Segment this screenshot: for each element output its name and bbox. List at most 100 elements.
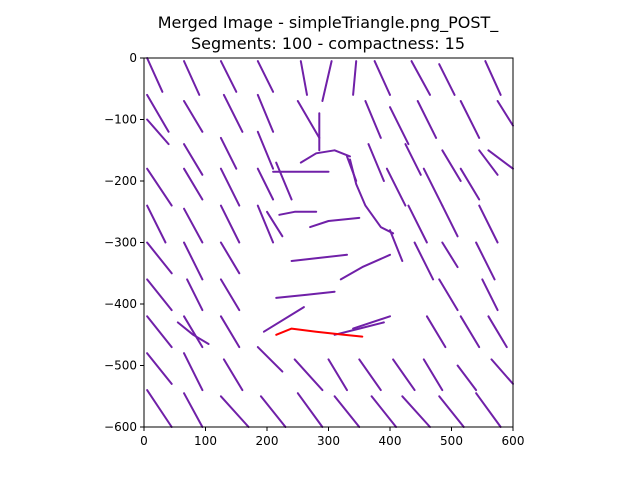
segment-line-74 <box>422 358 444 392</box>
x-tick-label-2: 200 <box>256 434 279 448</box>
axes-frame <box>143 57 514 428</box>
segment-line-61 <box>183 315 204 349</box>
segment-line-79 <box>219 395 250 428</box>
segment-line-43 <box>256 204 275 244</box>
segment-line-91 <box>349 158 395 235</box>
segment-line-55 <box>146 278 173 312</box>
segment-line-52 <box>413 241 435 281</box>
segment-line-10 <box>484 60 502 96</box>
segment-line-66 <box>146 352 173 385</box>
segment-line-95 <box>339 253 391 281</box>
segment-line-85 <box>438 395 465 428</box>
segment-line-56 <box>186 278 204 312</box>
segment-line-36 <box>385 167 407 207</box>
segment-line-57 <box>219 278 241 312</box>
segment-line-60 <box>146 315 173 349</box>
y-tick-label-1: −100 <box>104 113 137 127</box>
segment-line-97 <box>176 321 210 345</box>
segment-line-72 <box>358 358 382 392</box>
segment-line-31 <box>478 149 499 176</box>
chart-subtitle: Segments: 100 - compactness: 15 <box>191 34 465 53</box>
segment-line-13 <box>222 93 244 133</box>
segment-line-20 <box>496 100 514 127</box>
segment-line-63 <box>425 315 447 349</box>
segment-line-89 <box>299 149 351 164</box>
segment-line-53 <box>441 241 459 269</box>
x-tick-label-3: 300 <box>317 434 340 448</box>
segment-line-54 <box>475 241 496 281</box>
segment-line-3 <box>256 60 275 93</box>
segment-line-92 <box>278 210 318 216</box>
segment-line-17 <box>389 106 410 146</box>
segment-line-6 <box>352 60 358 96</box>
segment-line-93 <box>309 216 361 229</box>
segment-line-87 <box>352 315 391 330</box>
segment-line-34 <box>219 167 241 207</box>
y-tick-label-3: −300 <box>104 236 137 250</box>
segment-line-16 <box>364 100 382 139</box>
segment-line-83 <box>370 395 398 428</box>
segment-line-70 <box>293 358 324 392</box>
segment-line-49 <box>219 241 241 275</box>
segment-line-15 <box>296 100 321 139</box>
x-tick-label-5: 500 <box>440 434 463 448</box>
x-tick-label-1: 100 <box>194 434 217 448</box>
y-axis: 0 −100 −200 −300 −400 −500 −600 <box>104 51 144 434</box>
segment-line-44 <box>407 204 428 244</box>
segment-line-1 <box>183 60 201 96</box>
segment-line-84 <box>401 395 431 428</box>
segment-line-42 <box>219 204 241 244</box>
segment-line-14 <box>256 93 275 133</box>
segment-line-64 <box>459 315 481 349</box>
y-tick-label-5: −500 <box>104 359 137 373</box>
segment-line-9 <box>438 63 456 96</box>
y-tick-label-2: −200 <box>104 174 137 188</box>
segment-line-2 <box>219 60 238 93</box>
segment-line-76 <box>490 358 514 385</box>
segment-line-8 <box>410 60 431 96</box>
plot-area <box>146 57 514 428</box>
segment-line-59 <box>481 278 499 312</box>
segment-line-62 <box>219 315 241 349</box>
segment-line-41 <box>183 207 204 244</box>
segment-line-7 <box>373 60 391 96</box>
segment-line-65 <box>487 315 508 349</box>
segment-line-48 <box>183 241 204 281</box>
segment-line-99 <box>275 327 364 338</box>
x-tick-label-0: 0 <box>140 434 148 448</box>
segment-line-23 <box>219 136 238 170</box>
segment-line-80 <box>259 395 287 428</box>
segment-line-94 <box>290 253 348 262</box>
segment-line-73 <box>392 358 416 392</box>
segment-line-39 <box>487 149 514 170</box>
y-tick-label-0: 0 <box>129 51 137 65</box>
segment-line-77 <box>146 389 173 428</box>
segment-line-28 <box>367 143 385 182</box>
segment-line-69 <box>256 346 284 373</box>
x-axis: 0 100 200 300 400 500 600 <box>140 427 524 448</box>
segment-line-86 <box>475 392 502 428</box>
segment-line-5 <box>321 60 333 102</box>
segment-line-45 <box>441 204 459 238</box>
segment-line-21 <box>146 118 170 146</box>
segment-line-51 <box>389 229 404 262</box>
segment-line-40 <box>146 204 167 244</box>
segment-line-11 <box>146 93 170 133</box>
segment-line-4 <box>299 60 308 96</box>
segment-line-82 <box>333 395 361 428</box>
segment-line-38 <box>459 167 481 201</box>
segment-line-33 <box>183 167 204 201</box>
segment-line-78 <box>183 392 204 428</box>
segment-line-47 <box>146 241 173 275</box>
segment-line-0 <box>146 57 164 93</box>
segment-line-96 <box>275 290 336 299</box>
segment-line-18 <box>416 100 438 139</box>
segment-line-35 <box>256 167 275 201</box>
segment-line-32 <box>146 167 173 207</box>
segment-line-25 <box>275 161 293 201</box>
segment-line-67 <box>183 352 204 392</box>
segment-line-50 <box>266 210 284 238</box>
segment-line-30 <box>441 149 462 182</box>
x-tick-label-6: 600 <box>502 434 525 448</box>
